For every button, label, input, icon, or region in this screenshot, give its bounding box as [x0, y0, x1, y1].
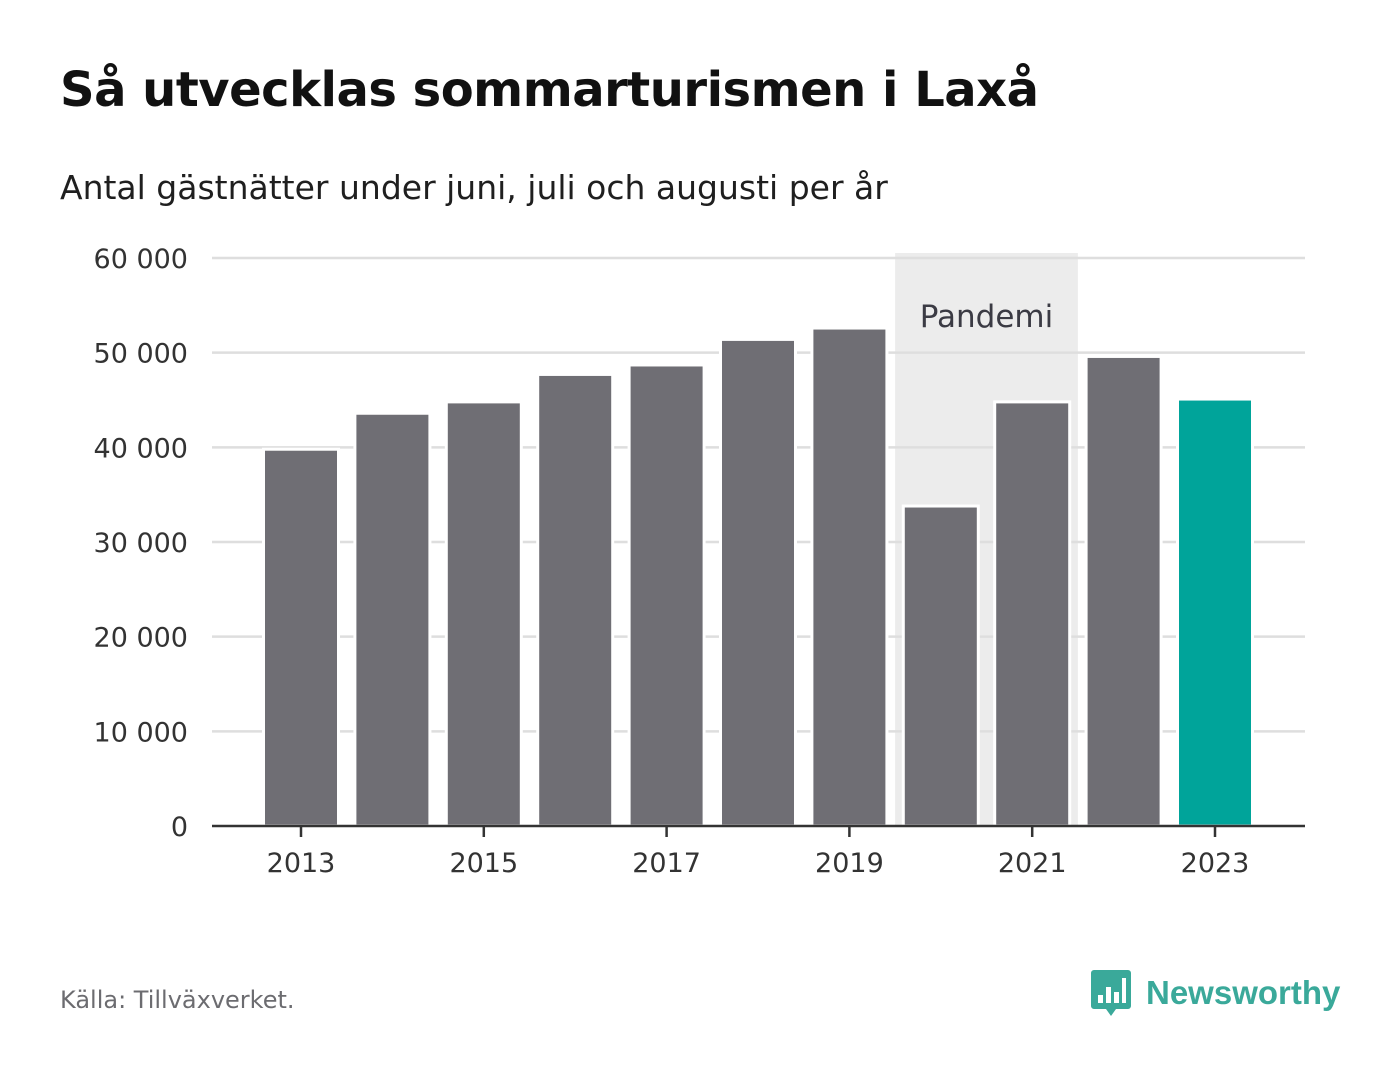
y-tick-label: 50 000 [94, 339, 188, 370]
y-tick-label: 60 000 [94, 244, 188, 275]
y-tick-label: 0 [171, 812, 188, 843]
pandemic-label: Pandemi [920, 299, 1054, 335]
x-tick-label: 2017 [632, 848, 701, 879]
bar-2023 [1176, 397, 1254, 828]
y-tick-label: 30 000 [94, 528, 188, 559]
bar-2022 [1084, 354, 1163, 828]
x-tick-label: 2013 [267, 848, 336, 879]
bar-2013 [262, 447, 340, 828]
bar-2020 [901, 504, 980, 828]
bar-2016 [536, 372, 615, 828]
x-tick-label: 2015 [449, 848, 518, 879]
brand-logo: Newsworthy [1090, 968, 1340, 1018]
y-tick-label: 10 000 [94, 717, 188, 748]
bar-2019 [810, 326, 889, 828]
source-note: Källa: Tillväxverket. [60, 986, 295, 1014]
bar-2018 [719, 337, 797, 828]
chart-title: Så utvecklas sommarturismen i Laxå [60, 62, 1039, 118]
x-tick-label: 2021 [998, 848, 1067, 879]
brand-name: Newsworthy [1146, 974, 1341, 1011]
bar-chart-speech-bubble-icon [1091, 970, 1131, 1016]
y-tick-label: 20 000 [94, 623, 188, 654]
bar-2017 [627, 363, 706, 828]
bar-2015 [444, 400, 523, 828]
x-tick-label: 2019 [815, 848, 884, 879]
y-tick-label: 40 000 [94, 433, 188, 464]
bar-2014 [353, 411, 432, 828]
bar-2021 [993, 400, 1072, 828]
x-tick-label: 2023 [1181, 848, 1250, 879]
chart-subtitle: Antal gästnätter under juni, juli och au… [60, 168, 888, 207]
